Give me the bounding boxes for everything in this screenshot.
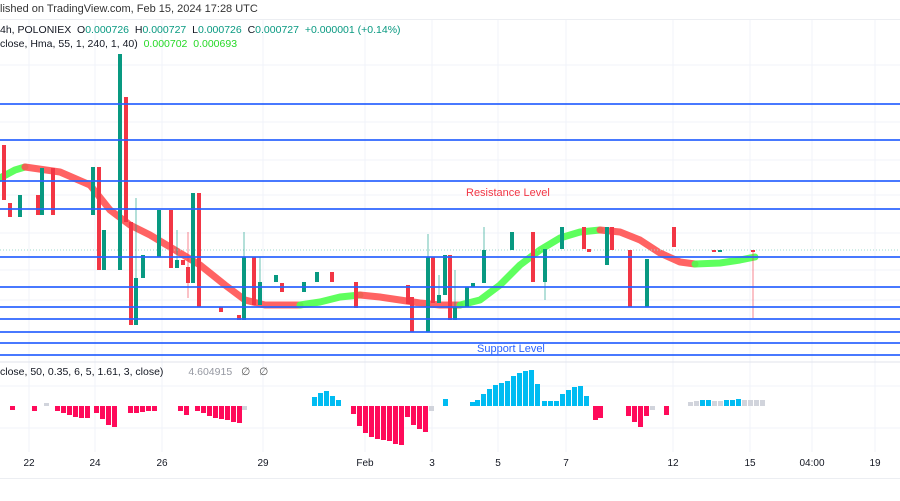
change-value: +0.000001 (+0.14%) — [304, 24, 401, 36]
close-label: C — [247, 24, 256, 36]
support-level-label: Support Level — [477, 343, 545, 355]
high-label: H — [134, 24, 143, 36]
time-axis-tick: 04:00 — [799, 458, 825, 469]
symbol-legend: 4h, POLONIEX O0.000726 H0.000727 L0.0007… — [0, 24, 401, 36]
time-axis-tick: 15 — [744, 458, 756, 469]
time-axis-tick: 12 — [667, 458, 679, 469]
symbol-label: 4h, POLONIEX — [0, 24, 72, 36]
header-bar: lished on TradingView.com, Feb 15, 2024 … — [0, 0, 900, 20]
low-value: 0.000726 — [197, 24, 242, 36]
oscillator-value: 4.604915 — [188, 366, 233, 378]
empty-set-icon: ∅ — [259, 366, 269, 378]
price-chart[interactable] — [0, 0, 900, 478]
time-axis-tick: 29 — [257, 458, 269, 469]
oscillator-legend[interactable]: close, 50, 0.35, 6, 5, 1.61, 3, close) 4… — [0, 366, 268, 378]
time-axis-tick: 22 — [23, 458, 35, 469]
empty-set-icon: ∅ — [241, 366, 251, 378]
low-label: L — [192, 24, 198, 36]
open-value: 0.000726 — [85, 24, 130, 36]
close-value: 0.000727 — [255, 24, 299, 36]
bottom-strip — [0, 478, 900, 501]
published-text: lished on TradingView.com, Feb 15, 2024 … — [0, 3, 258, 15]
indicator-value-1: 0.000702 — [143, 38, 188, 50]
time-axis-tick: 5 — [495, 458, 501, 469]
time-axis-tick: 19 — [869, 458, 881, 469]
open-label: O — [77, 24, 86, 36]
time-axis-tick: Feb — [356, 458, 374, 469]
oscillator-params: close, 50, 0.35, 6, 5, 1.61, 3, close) — [0, 366, 164, 378]
time-axis-tick: 7 — [563, 458, 569, 469]
high-value: 0.000727 — [142, 24, 187, 36]
time-axis-tick: 26 — [156, 458, 168, 469]
time-axis-tick: 3 — [429, 458, 435, 469]
time-axis[interactable]: 22 24 26 29 Feb 3 5 7 12 15 04:00 19 — [0, 452, 900, 478]
resistance-level-label: Resistance Level — [466, 187, 550, 199]
indicator-params: close, Hma, 55, 1, 240, 1, 40) — [0, 38, 138, 50]
time-axis-tick: 24 — [89, 458, 101, 469]
indicator-legend[interactable]: close, Hma, 55, 1, 240, 1, 40) 0.000702 … — [0, 38, 237, 50]
indicator-value-2: 0.000693 — [193, 38, 238, 50]
